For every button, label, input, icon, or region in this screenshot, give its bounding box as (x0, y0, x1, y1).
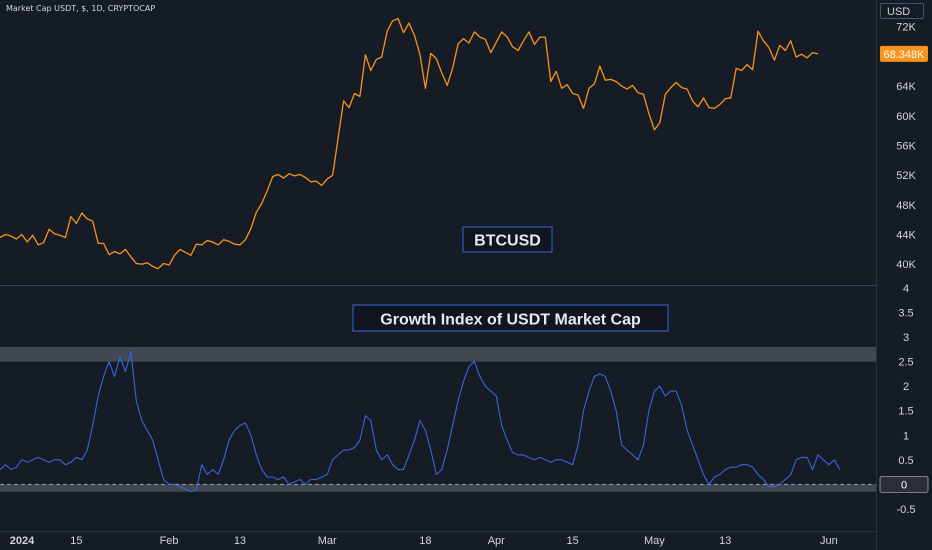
price-tick-label: 44K (896, 230, 916, 242)
time-tick-label: Jun (820, 535, 838, 547)
btc-annotation-label: BTCUSD (474, 233, 541, 250)
time-tick-label: 13 (719, 535, 731, 547)
time-tick-label: Apr (488, 535, 505, 547)
time-tick-label: 2024 (10, 535, 35, 547)
index-tick-label: 2.5 (898, 357, 913, 369)
index-tick-label: 2 (903, 381, 909, 393)
index-tick-label: 0.5 (898, 455, 913, 467)
price-tick-label: 40K (896, 259, 916, 271)
time-tick-label: 18 (419, 535, 431, 547)
growth-index-plot[interactable] (0, 351, 841, 493)
upper-band (0, 346, 876, 362)
last-price-label: 68.348K (884, 49, 926, 61)
currency-selector[interactable]: USD (880, 3, 924, 19)
band-layer (0, 346, 876, 492)
time-tick-label: Feb (160, 535, 179, 547)
index-annotation-label: Growth Index of USDT Market Cap (380, 312, 641, 329)
time-axis[interactable]: 2024 15 Feb 13 Mar 18 Apr 15 May 13 Jun (10, 535, 838, 547)
time-tick-label: 13 (234, 535, 246, 547)
index-tick-label: 3.5 (898, 308, 913, 320)
btc-price-plot[interactable] (0, 17, 819, 270)
index-tick-label: 1.5 (898, 406, 913, 418)
price-tick-label: 52K (896, 170, 916, 182)
btc-price-line (0, 17, 819, 270)
growth-index-axis[interactable]: -0.5 0.5 1 1.5 2 2.5 3 3.5 4 0 (879, 283, 929, 516)
price-tick-label: 56K (896, 140, 916, 152)
symbol-info: Market Cap USDT, $, 1D, CRYPTOCAP (6, 4, 156, 13)
btc-annotation-box: BTCUSD (462, 226, 553, 253)
index-tick-label: 3 (903, 332, 909, 344)
time-tick-label: Mar (318, 535, 337, 547)
price-tick-label: 60K (896, 111, 916, 123)
price-tick-label: 64K (896, 81, 916, 93)
time-tick-label: 15 (70, 535, 82, 547)
index-tick-label: 4 (903, 283, 909, 295)
price-tick-label: 72K (896, 22, 916, 34)
zero-value-badge (879, 475, 929, 493)
last-price-badge (880, 45, 928, 62)
zero-value-label: 0 (901, 479, 907, 491)
index-annotation-box: Growth Index of USDT Market Cap (352, 304, 669, 332)
growth-index-line (0, 351, 841, 493)
price-tick-label: 48K (896, 200, 916, 212)
lower-band (0, 484, 876, 492)
time-tick-label: May (644, 535, 665, 547)
index-tick-label: 1 (903, 430, 909, 442)
time-tick-label: 15 (566, 535, 578, 547)
btc-price-axis[interactable]: 40K44K48K52K56K60K64K68K72K68.348K (880, 22, 928, 272)
index-tick-label: -0.5 (897, 504, 916, 516)
